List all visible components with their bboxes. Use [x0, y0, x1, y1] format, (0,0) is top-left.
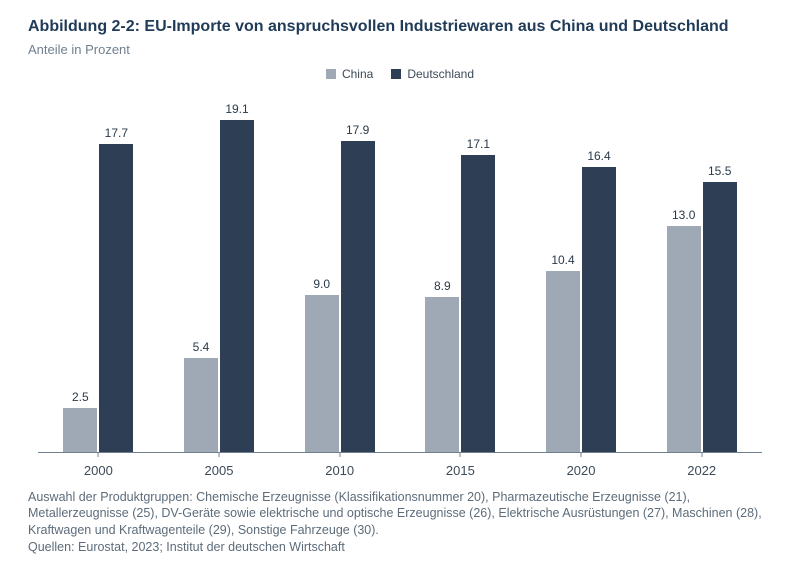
legend-label: China: [342, 67, 373, 81]
chart-area: 2.517.75.419.19.017.98.917.110.416.413.0…: [28, 87, 772, 481]
bar: 17.7: [99, 144, 133, 451]
x-axis-label: 2000: [38, 457, 159, 481]
bar: 16.4: [582, 167, 616, 452]
bar: 17.1: [461, 155, 495, 452]
chart-footnotes: Auswahl der Produktgruppen: Chemische Er…: [28, 489, 772, 557]
bar: 8.9: [425, 297, 459, 451]
bar: 15.5: [703, 182, 737, 451]
bar-group: 2.517.7: [38, 87, 159, 452]
x-axis-label: 2005: [159, 457, 280, 481]
bar-group: 10.416.4: [521, 87, 642, 452]
legend-item: Deutschland: [391, 67, 474, 81]
bar-value-label: 8.9: [434, 279, 451, 293]
bar-value-label: 19.1: [225, 102, 248, 116]
bar: 13.0: [667, 226, 701, 452]
footnote-line: Quellen: Eurostat, 2023; Institut der de…: [28, 539, 772, 556]
bar: 17.9: [341, 141, 375, 452]
bar-cluster: 2.517.7: [63, 87, 133, 452]
bar-groups: 2.517.75.419.19.017.98.917.110.416.413.0…: [38, 87, 762, 452]
bar: 2.5: [63, 408, 97, 451]
bar-value-label: 5.4: [193, 340, 210, 354]
footnote-line: Auswahl der Produktgruppen: Chemische Er…: [28, 489, 772, 540]
bar-value-label: 10.4: [551, 253, 574, 267]
chart-legend: China Deutschland: [28, 67, 772, 81]
figure-page: Abbildung 2-2: EU-Importe von anspruchsv…: [0, 0, 800, 568]
bar-value-label: 17.9: [346, 123, 369, 137]
legend-swatch: [326, 69, 336, 79]
bar: 5.4: [184, 358, 218, 452]
bar-group: 8.917.1: [400, 87, 521, 452]
bar-value-label: 17.7: [105, 126, 128, 140]
legend-item: China: [326, 67, 373, 81]
bar-value-label: 13.0: [672, 208, 695, 222]
bar-cluster: 13.015.5: [667, 87, 737, 452]
x-axis-label: 2020: [521, 457, 642, 481]
bar-value-label: 2.5: [72, 390, 89, 404]
bar: 10.4: [546, 271, 580, 452]
bar-group: 5.419.1: [159, 87, 280, 452]
chart-subtitle: Anteile in Prozent: [28, 42, 772, 57]
bar-value-label: 9.0: [313, 277, 330, 291]
bar-group: 9.017.9: [279, 87, 400, 452]
x-axis-label: 2010: [279, 457, 400, 481]
plot-area: 2.517.75.419.19.017.98.917.110.416.413.0…: [38, 87, 762, 453]
bar-cluster: 9.017.9: [305, 87, 375, 452]
bar-cluster: 5.419.1: [184, 87, 254, 452]
bar-group: 13.015.5: [641, 87, 762, 452]
bar-cluster: 8.917.1: [425, 87, 495, 452]
chart-title: Abbildung 2-2: EU-Importe von anspruchsv…: [28, 18, 772, 36]
bar: 19.1: [220, 120, 254, 452]
legend-swatch: [391, 69, 401, 79]
legend-label: Deutschland: [407, 67, 474, 81]
bar-value-label: 17.1: [467, 137, 490, 151]
x-axis-label: 2022: [641, 457, 762, 481]
x-axis-labels: 200020052010201520202022: [38, 457, 762, 481]
bar: 9.0: [305, 295, 339, 451]
bar-cluster: 10.416.4: [546, 87, 616, 452]
bar-value-label: 15.5: [708, 164, 731, 178]
x-axis-label: 2015: [400, 457, 521, 481]
bar-value-label: 16.4: [587, 149, 610, 163]
